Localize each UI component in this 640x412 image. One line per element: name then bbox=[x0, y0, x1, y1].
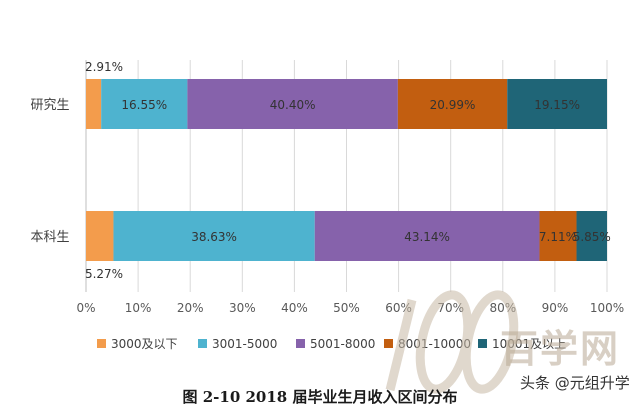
legend: 3000及以下 3001-5000 5001-8000 8001-10000 10001… bbox=[97, 337, 566, 351]
bar-segment bbox=[397, 79, 508, 129]
data-label: 40.40% bbox=[270, 98, 316, 112]
x-tick-label: 50% bbox=[333, 301, 360, 315]
watermark-site-name: 百学网 bbox=[500, 326, 621, 371]
x-tick-label: 70% bbox=[437, 301, 464, 315]
data-label: 5.85% bbox=[573, 230, 611, 244]
bar-segment bbox=[113, 211, 315, 261]
legend-label: 5001-8000 bbox=[310, 337, 375, 351]
data-label: 20.99% bbox=[430, 98, 476, 112]
data-label: 16.55% bbox=[121, 98, 167, 112]
x-tick-label: 90% bbox=[542, 301, 569, 315]
bar-segment bbox=[86, 211, 114, 261]
x-tick-label: 100% bbox=[590, 301, 624, 315]
legend-swatch bbox=[384, 339, 393, 348]
x-tick-label: 20% bbox=[177, 301, 204, 315]
x-axis-ticks: 0% 10% 20% 30% 40% 50% 60% 70% 80% 90% 100% bbox=[76, 301, 624, 315]
data-label: 43.14% bbox=[404, 230, 450, 244]
legend-label: 3000及以下 bbox=[111, 337, 178, 351]
legend-swatch bbox=[97, 339, 106, 348]
data-label: 19.15% bbox=[534, 98, 580, 112]
watermark-logo bbox=[385, 290, 519, 394]
x-tick-label: 0% bbox=[76, 301, 95, 315]
legend-label: 8001-10000 bbox=[398, 337, 471, 351]
data-label: 7.11% bbox=[539, 230, 577, 244]
bar-segment bbox=[314, 211, 540, 261]
y-tick-label: 研究生 bbox=[30, 98, 69, 113]
data-label: 2.91% bbox=[85, 60, 123, 74]
watermark-credit: 头条 @元组升学 bbox=[520, 374, 630, 392]
legend-label: 3001-5000 bbox=[212, 337, 277, 351]
x-tick-label: 30% bbox=[229, 301, 256, 315]
bar-segment bbox=[507, 79, 607, 129]
legend-swatch bbox=[198, 339, 207, 348]
x-tick-label: 40% bbox=[281, 301, 308, 315]
data-label: 5.27% bbox=[85, 267, 123, 281]
legend-swatch bbox=[296, 339, 305, 348]
bars bbox=[86, 79, 607, 261]
data-labels: 2.91% 16.55% 40.40% 20.99% 19.15% 5.27% 38.63%… bbox=[85, 60, 611, 281]
data-label: 38.63% bbox=[191, 230, 237, 244]
legend-swatch bbox=[478, 339, 487, 348]
bar-segment bbox=[539, 211, 577, 261]
figure-caption: 图 2-10 2018 届毕业生月收入区间分布 bbox=[182, 388, 458, 406]
x-tick-label: 10% bbox=[125, 301, 152, 315]
bar-segment bbox=[576, 211, 607, 261]
y-tick-label: 本科生 bbox=[30, 230, 69, 245]
bar-segment bbox=[101, 79, 188, 129]
bar-segment bbox=[86, 79, 102, 129]
bar-segment bbox=[187, 79, 398, 129]
